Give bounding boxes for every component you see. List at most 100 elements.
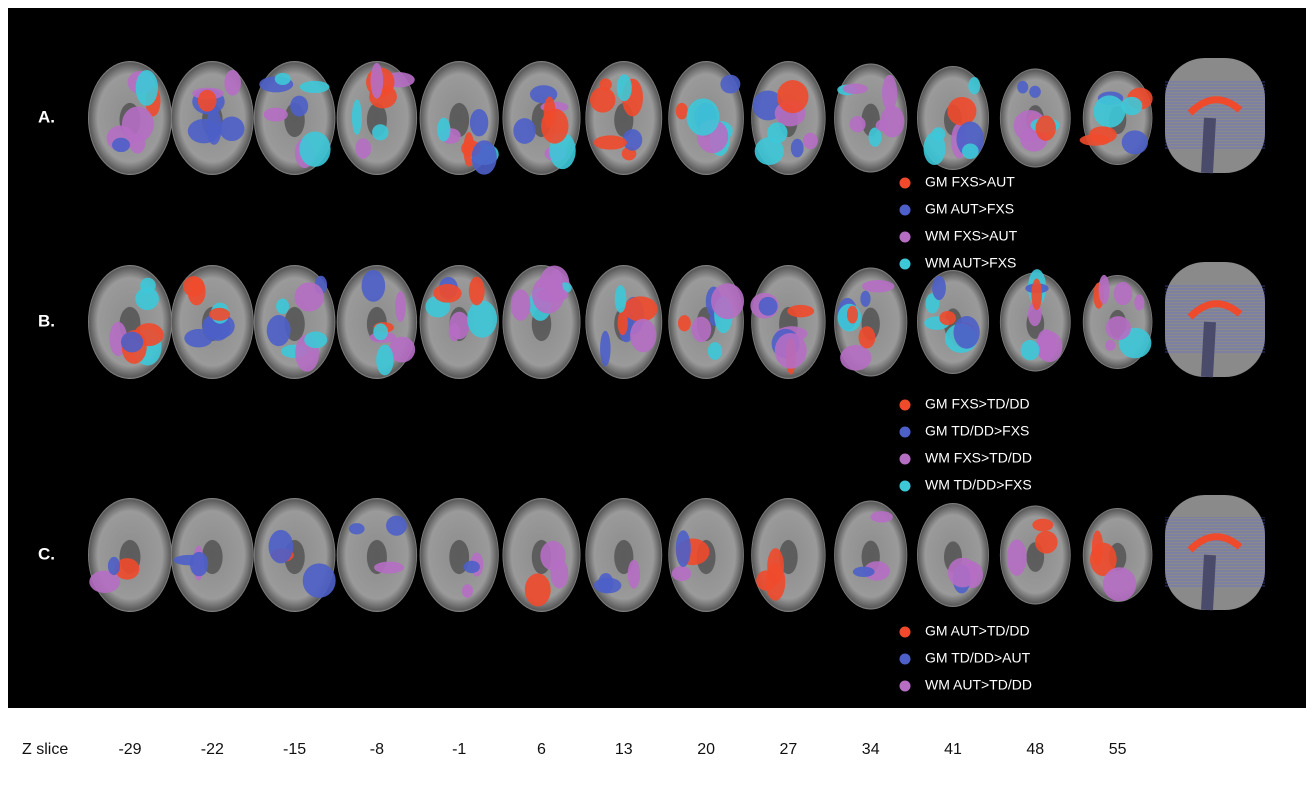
brain-slice xyxy=(585,498,663,612)
z-slice-value: 55 xyxy=(1109,741,1127,758)
z-slice-value: 34 xyxy=(862,741,880,758)
activation-blob xyxy=(467,300,498,338)
brain-slice xyxy=(88,61,172,175)
brain-slice xyxy=(88,265,172,379)
row-label: C. xyxy=(38,544,55,563)
activation-blob xyxy=(868,127,882,147)
activation-blob xyxy=(774,332,807,369)
brain-slice xyxy=(502,61,581,175)
activation-blob xyxy=(756,570,777,591)
activation-blob xyxy=(373,323,388,341)
row-label: B. xyxy=(38,311,55,330)
legend-swatch xyxy=(899,426,911,438)
activation-blob xyxy=(939,311,956,326)
activation-blob xyxy=(675,102,688,120)
brain-slice xyxy=(88,498,172,612)
activation-blob xyxy=(880,105,905,138)
brain-slice xyxy=(917,66,989,170)
activation-blob xyxy=(593,135,628,150)
activation-blob xyxy=(622,129,643,151)
brain-slice xyxy=(668,265,745,379)
brain-slice xyxy=(917,270,989,374)
legend-label: GM TD/DD>AUT xyxy=(925,650,1031,666)
brain-slice xyxy=(170,61,254,175)
activation-blob xyxy=(860,290,871,307)
sagittal-lines xyxy=(1165,80,1265,150)
activation-blob xyxy=(802,132,818,150)
legend-label: GM AUT>TD/DD xyxy=(925,623,1030,639)
activation-blob xyxy=(1093,95,1126,128)
activation-blob xyxy=(468,276,485,306)
activation-blob xyxy=(614,285,627,313)
brain-slice xyxy=(336,265,418,379)
activation-blob xyxy=(849,116,866,133)
sagittal-callosum xyxy=(1187,300,1243,320)
activation-blob xyxy=(691,316,712,343)
brain-slice xyxy=(999,269,1071,372)
brain-slice xyxy=(1082,508,1153,602)
legend-swatch xyxy=(899,231,911,243)
brain-slice xyxy=(834,63,908,173)
legend-label: GM AUT>FXS xyxy=(925,201,1014,217)
z-slice-value: 27 xyxy=(780,741,798,758)
sagittal-stem xyxy=(1201,321,1216,378)
legend-swatch xyxy=(899,626,911,638)
activation-blob xyxy=(89,570,121,593)
activation-blob xyxy=(1113,281,1133,306)
activation-blob xyxy=(1006,539,1027,576)
brain-slice xyxy=(750,265,826,379)
brain-slice xyxy=(585,61,663,175)
legend-label: GM FXS>TD/DD xyxy=(925,396,1030,412)
brain-ventricle xyxy=(449,102,470,138)
activation-blob xyxy=(754,137,784,166)
activation-blob xyxy=(947,557,978,588)
activation-blob xyxy=(374,561,405,574)
activation-blob xyxy=(589,87,616,113)
activation-blob xyxy=(870,511,893,523)
activation-blob xyxy=(219,116,245,142)
legend-label: WM AUT>TD/DD xyxy=(925,677,1032,693)
activation-blob xyxy=(524,573,551,607)
activation-blob xyxy=(135,69,158,106)
activation-blob xyxy=(183,276,205,297)
activation-blob xyxy=(513,118,536,144)
z-slice-label: Z slice xyxy=(22,741,68,758)
activation-blob xyxy=(462,584,473,598)
activation-blob xyxy=(968,77,981,95)
activation-blob xyxy=(767,122,788,144)
activation-blob xyxy=(861,280,895,293)
activation-blob xyxy=(448,323,460,342)
z-slice-value: 6 xyxy=(537,741,546,758)
activation-blob xyxy=(711,283,745,320)
brain-slice xyxy=(419,61,499,175)
legend-label: GM TD/DD>FXS xyxy=(925,423,1029,439)
brain-slice xyxy=(170,498,254,612)
activation-blob xyxy=(1105,316,1131,341)
brain-slice xyxy=(999,505,1071,605)
brain-slice xyxy=(253,498,336,612)
activation-blob xyxy=(395,291,406,322)
activation-blob xyxy=(361,269,386,302)
activation-blob xyxy=(299,80,330,94)
activation-blob xyxy=(197,89,217,112)
activation-blob xyxy=(931,127,946,141)
activation-blob xyxy=(376,344,394,376)
activation-blob xyxy=(294,282,325,312)
activation-blob xyxy=(875,119,889,132)
activation-blob xyxy=(206,109,222,145)
activation-blob xyxy=(135,287,159,311)
z-slice-value: -1 xyxy=(452,741,466,758)
activation-blob xyxy=(224,69,241,96)
activation-blob xyxy=(114,558,140,580)
activation-blob xyxy=(1121,96,1143,116)
z-slice-value: -15 xyxy=(283,741,306,758)
activation-blob xyxy=(852,566,875,578)
sagittal-stem xyxy=(1201,554,1216,611)
brain-slice xyxy=(668,61,744,175)
brain-slice xyxy=(834,267,908,377)
activation-blob xyxy=(433,284,462,303)
activation-blob xyxy=(370,62,384,99)
activation-blob xyxy=(299,131,331,167)
activation-blob xyxy=(858,326,876,349)
sagittal-lines xyxy=(1165,284,1265,354)
